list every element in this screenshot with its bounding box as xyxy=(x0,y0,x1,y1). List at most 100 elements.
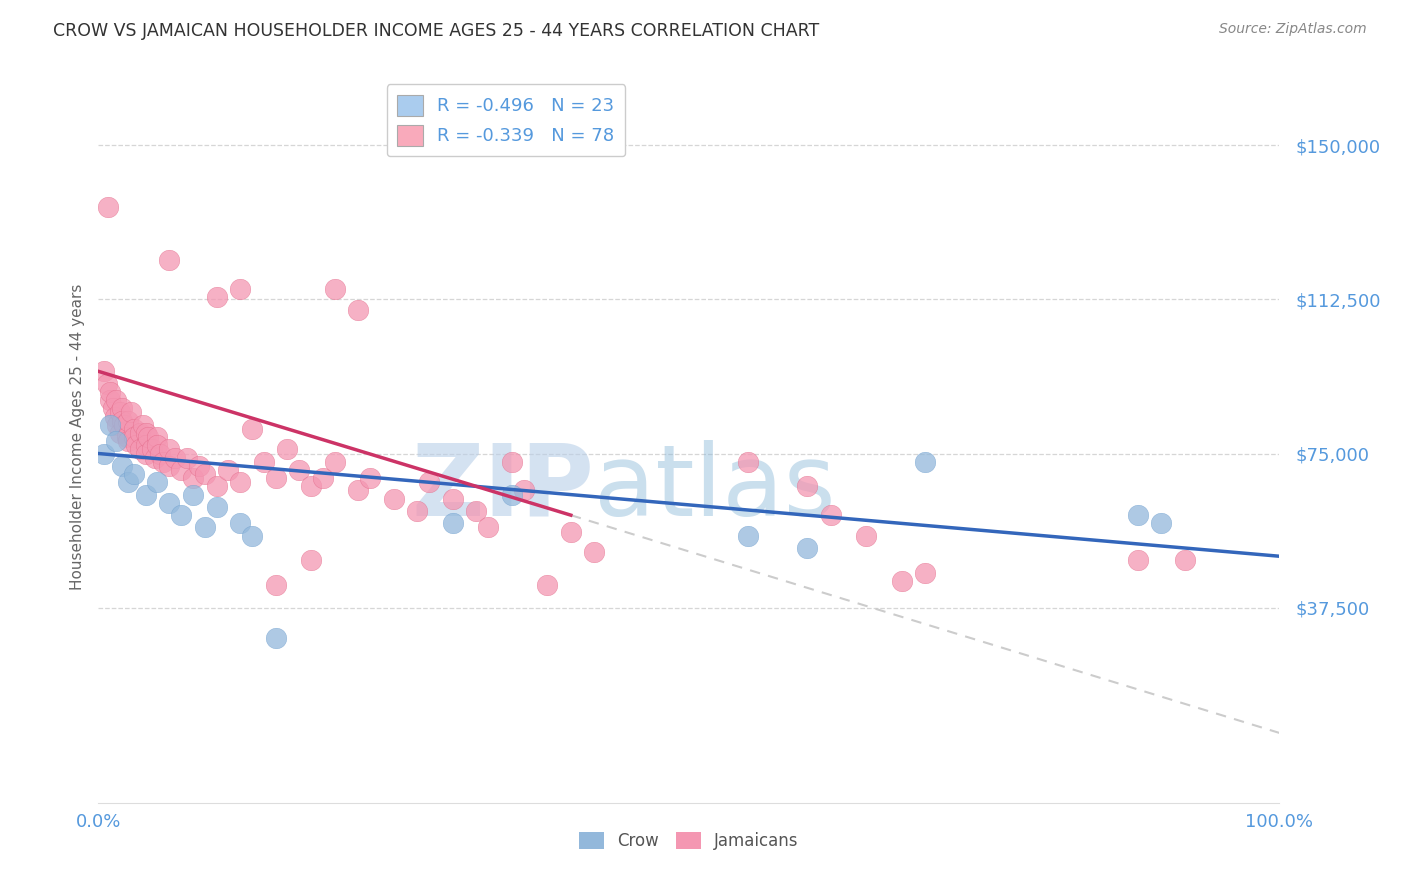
Point xyxy=(108,425,131,440)
Point xyxy=(205,290,228,304)
Point xyxy=(96,376,118,391)
Point xyxy=(796,541,818,555)
Point xyxy=(288,463,311,477)
Point xyxy=(205,479,228,493)
Point xyxy=(115,430,138,444)
Point xyxy=(194,520,217,534)
Point xyxy=(98,393,121,408)
Point xyxy=(187,458,209,473)
Point xyxy=(104,409,127,424)
Point xyxy=(229,516,252,531)
Point xyxy=(181,487,204,501)
Point xyxy=(1126,553,1149,567)
Point xyxy=(820,508,842,523)
Point xyxy=(276,442,298,457)
Point xyxy=(264,471,287,485)
Point xyxy=(105,393,128,408)
Point xyxy=(157,442,180,457)
Point xyxy=(418,475,440,490)
Point xyxy=(101,401,124,416)
Point xyxy=(536,578,558,592)
Legend: Crow, Jamaicans: Crow, Jamaicans xyxy=(572,825,806,856)
Point xyxy=(128,442,150,457)
Point xyxy=(157,458,180,473)
Point xyxy=(1174,553,1197,567)
Point xyxy=(97,200,120,214)
Point xyxy=(98,384,121,399)
Point xyxy=(93,446,115,460)
Point xyxy=(132,417,155,432)
Point xyxy=(128,425,150,440)
Point xyxy=(122,422,145,436)
Point xyxy=(157,253,180,268)
Point xyxy=(125,438,148,452)
Point xyxy=(229,475,252,490)
Point xyxy=(465,504,488,518)
Point xyxy=(136,430,159,444)
Point xyxy=(240,422,263,436)
Point xyxy=(347,302,370,317)
Text: ZIP: ZIP xyxy=(412,440,595,537)
Point xyxy=(117,414,139,428)
Point xyxy=(122,467,145,481)
Point xyxy=(240,529,263,543)
Point xyxy=(441,516,464,531)
Text: Source: ZipAtlas.com: Source: ZipAtlas.com xyxy=(1219,22,1367,37)
Point xyxy=(253,455,276,469)
Point xyxy=(149,446,172,460)
Point xyxy=(135,446,157,460)
Point xyxy=(359,471,381,485)
Point xyxy=(1150,516,1173,531)
Point xyxy=(170,508,193,523)
Point xyxy=(217,463,239,477)
Y-axis label: Householder Income Ages 25 - 44 years: Householder Income Ages 25 - 44 years xyxy=(69,284,84,591)
Point xyxy=(98,417,121,432)
Point xyxy=(135,438,157,452)
Point xyxy=(560,524,582,539)
Point xyxy=(477,520,499,534)
Point xyxy=(312,471,335,485)
Point xyxy=(583,545,606,559)
Point xyxy=(111,414,134,428)
Point xyxy=(157,496,180,510)
Point xyxy=(323,455,346,469)
Point xyxy=(93,364,115,378)
Point xyxy=(122,430,145,444)
Point xyxy=(176,450,198,465)
Point xyxy=(112,417,135,432)
Point xyxy=(146,475,169,490)
Point xyxy=(194,467,217,481)
Point xyxy=(121,405,143,419)
Point xyxy=(914,455,936,469)
Point xyxy=(512,483,534,498)
Point xyxy=(737,529,759,543)
Point xyxy=(264,632,287,646)
Point xyxy=(299,479,322,493)
Point xyxy=(181,471,204,485)
Point xyxy=(108,405,131,419)
Point xyxy=(299,553,322,567)
Point xyxy=(406,504,429,518)
Point xyxy=(264,578,287,592)
Text: atlas: atlas xyxy=(595,440,837,537)
Point xyxy=(737,455,759,469)
Point xyxy=(117,475,139,490)
Text: CROW VS JAMAICAN HOUSEHOLDER INCOME AGES 25 - 44 YEARS CORRELATION CHART: CROW VS JAMAICAN HOUSEHOLDER INCOME AGES… xyxy=(53,22,820,40)
Point xyxy=(170,463,193,477)
Point xyxy=(117,434,139,449)
Point xyxy=(501,455,523,469)
Point xyxy=(205,500,228,514)
Point xyxy=(890,574,912,588)
Point xyxy=(914,566,936,580)
Point xyxy=(111,401,134,416)
Point xyxy=(152,455,174,469)
Point xyxy=(855,529,877,543)
Point xyxy=(165,450,187,465)
Point xyxy=(105,434,128,449)
Point xyxy=(141,442,163,457)
Point xyxy=(143,450,166,465)
Point xyxy=(105,417,128,432)
Point xyxy=(1126,508,1149,523)
Point xyxy=(135,487,157,501)
Point xyxy=(441,491,464,506)
